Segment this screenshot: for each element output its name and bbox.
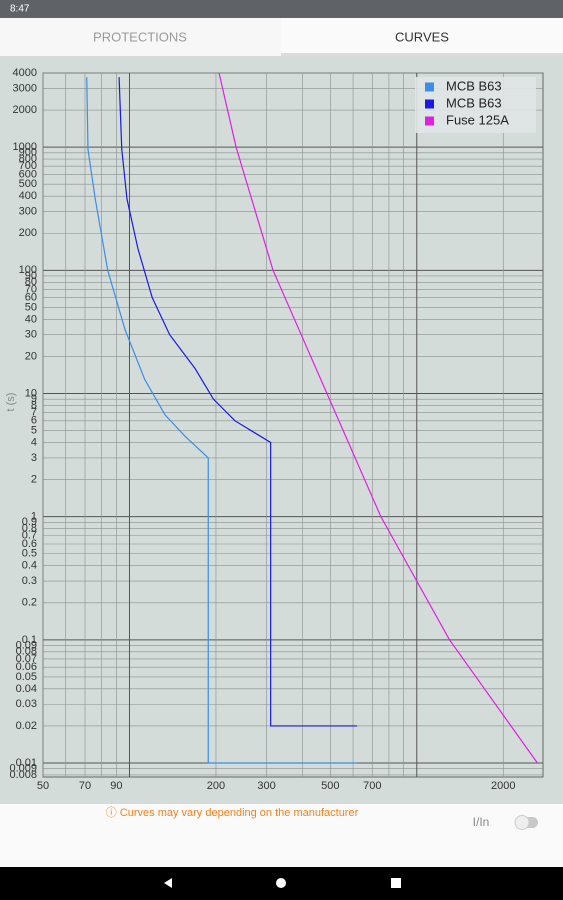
y-tick-label: 0.04 [16,683,37,695]
y-tick-label: 10 [25,387,37,399]
tab[interactable] [0,18,281,56]
tab-label[interactable]: CURVES [395,29,449,44]
y-tick-label: 7 [31,406,37,418]
x-tick-label: 200 [207,780,225,792]
y-tick-label: 30 [25,329,37,341]
y-tick-label: 80 [25,276,37,288]
nav-recents[interactable] [391,878,401,888]
y-tick-label: 3 [31,452,37,464]
y-tick-label: 2 [31,474,37,486]
y-tick-label: 2000 [13,104,37,116]
y-tick-label: 3000 [13,82,37,94]
y-tick-label: 90 [25,270,37,282]
plot-area [42,72,544,778]
x-tick-label: 2000 [491,780,515,792]
y-tick-label: 9 [31,393,37,405]
legend-label: Fuse 125A [446,112,509,127]
y-tick-label: 200 [19,227,37,239]
tab-indicator [281,53,563,56]
y-tick-label: 0.6 [22,538,37,550]
y-tick-label: 500 [19,178,37,190]
y-tick-label: 0.05 [16,671,37,683]
y-axis-label: t (s) [5,393,17,412]
tab-label[interactable]: PROTECTIONS [93,29,187,44]
y-tick-label: 0.3 [22,575,37,587]
tab-active[interactable] [281,18,563,56]
y-tick-label: 20 [25,350,37,362]
series-line [86,77,358,764]
y-tick-label: 0.02 [16,720,37,732]
y-tick-label: 60 [25,292,37,304]
y-tick-label: 0.03 [16,698,37,710]
y-tick-label: 0.8 [22,523,37,535]
legend-swatch [425,116,434,126]
series-line [118,77,358,727]
y-tick-label: 0.7 [22,530,37,542]
y-tick-label: 50 [25,301,37,313]
y-tick-label: 0.09 [16,639,37,651]
y-tick-label: 300 [19,205,37,217]
nav-home[interactable] [276,878,286,888]
y-tick-label: 0.07 [16,653,37,665]
x-tick-label: 70 [79,780,91,792]
y-tick-label: 0.08 [16,646,37,658]
x-tick-label: 500 [321,780,339,792]
y-tick-label: 70 [25,283,37,295]
x-tick-label: 300 [257,780,275,792]
y-tick-label: 1 [31,511,37,523]
legend-label: MCB B63 [446,78,502,93]
y-tick-label: 0.01 [16,757,37,769]
warning-note: ⓘ Curves may vary depending on the manuf… [106,806,359,819]
y-tick-label: 0.06 [16,661,37,673]
y-tick-label: 800 [19,153,37,165]
legend-swatch [425,82,434,92]
y-tick-label: 4 [31,436,37,448]
y-tick-label: 900 [19,147,37,159]
y-tick-label: 100 [19,264,37,276]
footer [0,804,563,867]
y-tick-label: 400 [19,190,37,202]
y-tick-label: 0.9 [22,516,37,528]
y-tick-label: 4000 [13,67,37,79]
nav-back[interactable] [164,878,172,888]
x-tick-label: 90 [110,780,122,792]
y-tick-label: 8 [31,399,37,411]
y-tick-label: 0.1 [22,634,37,646]
y-tick-label: 0.4 [22,560,37,572]
y-tick-label: 5 [31,424,37,436]
status-time: 8:47 [10,4,30,15]
y-tick-label: 40 [25,313,37,325]
legend-label: MCB B63 [446,95,502,110]
toggle-thumb[interactable] [514,815,530,830]
series-line [218,72,538,764]
y-tick-label: 6 [31,415,37,427]
legend-swatch [425,99,434,109]
y-tick-label: 0.009 [9,763,37,775]
x-tick-label: 700 [363,780,381,792]
y-tick-label: 700 [19,160,37,172]
y-tick-label: 0.5 [22,548,37,560]
legend-box [415,77,536,133]
y-tick-label: 0.008 [9,769,37,781]
status-bar [0,0,563,18]
y-tick-label: 1000 [13,141,37,153]
toggle-label: I/In [473,815,490,829]
y-tick-label: 0.2 [22,597,37,609]
x-tick-label: 50 [37,780,49,792]
y-tick-label: 600 [19,168,37,180]
